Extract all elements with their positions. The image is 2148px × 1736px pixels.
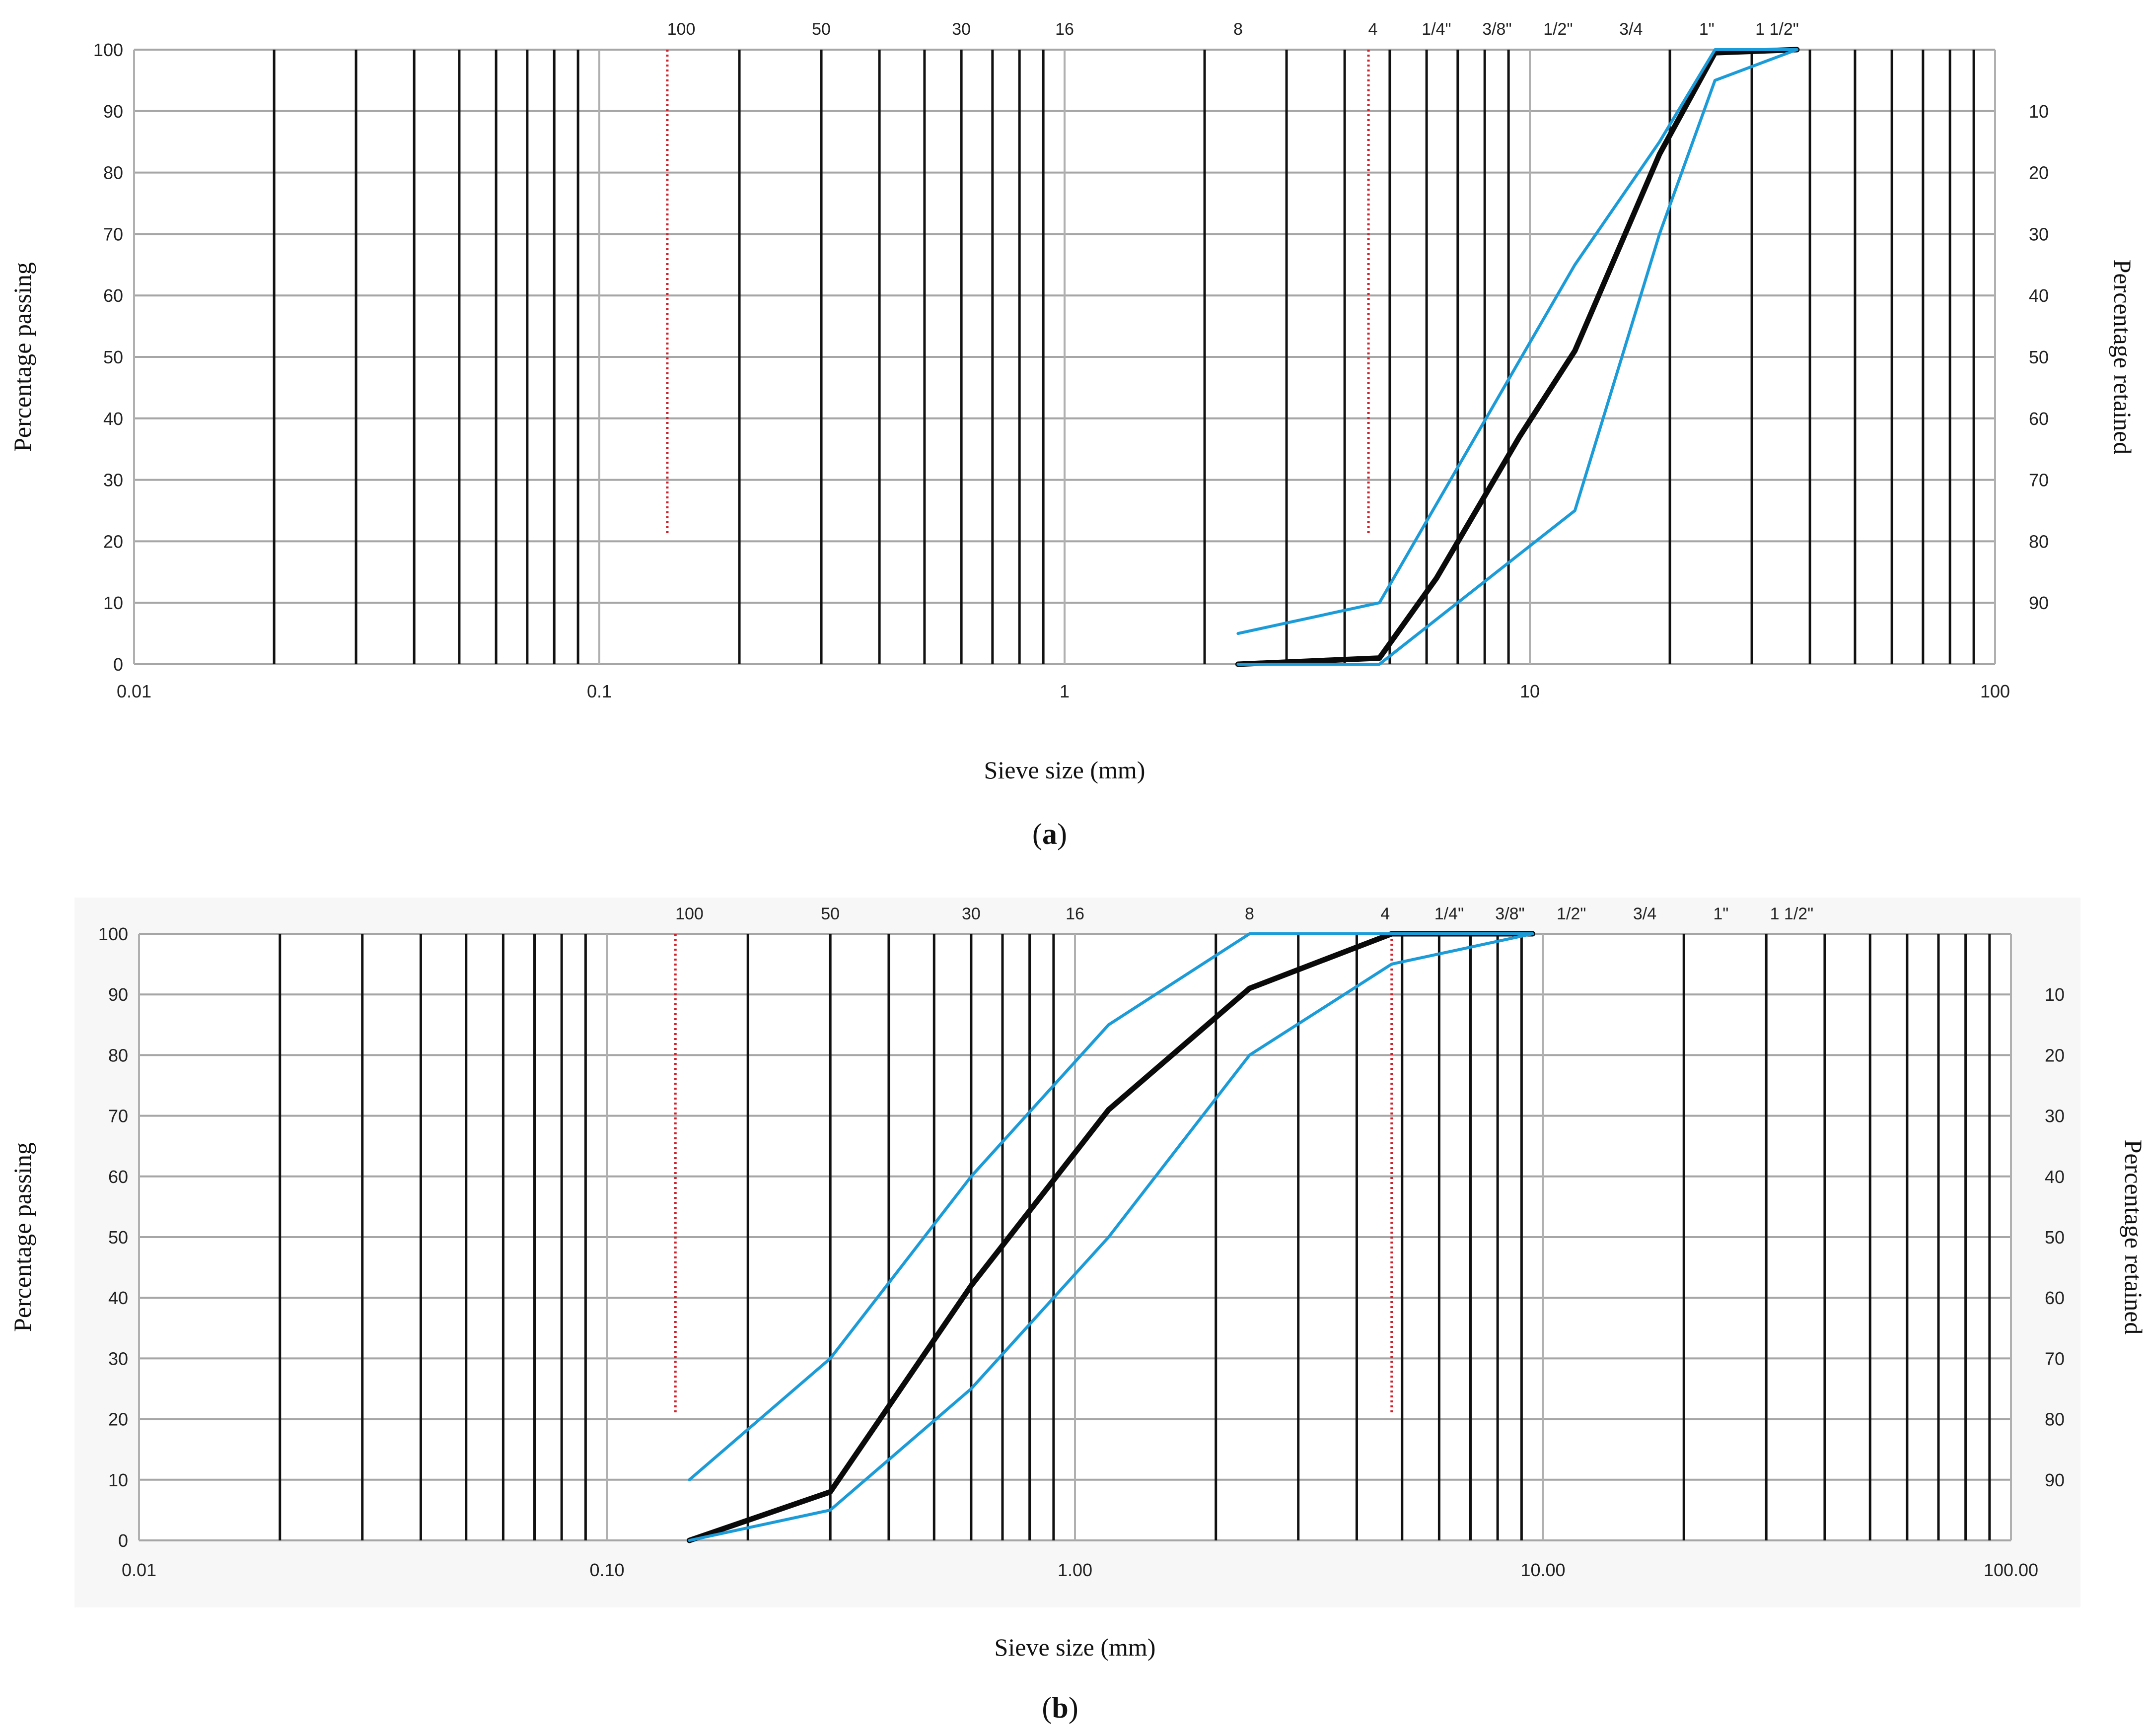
sieve-label: 1/2"	[1543, 20, 1573, 39]
y-tick-label: 90	[103, 101, 123, 122]
y-tick-label: 50	[103, 347, 123, 367]
sieve-label: 30	[952, 20, 971, 39]
y-tick-label: 60	[103, 285, 123, 306]
y-tick-label: 10	[103, 593, 123, 613]
panel-label-part: a	[1042, 818, 1057, 850]
y2-tick-label: 70	[2029, 470, 2049, 490]
sieve-label: 100	[675, 904, 704, 923]
x-tick-label: 0.10	[589, 1560, 624, 1580]
sieve-label: 50	[821, 904, 840, 923]
y2-tick-label: 10	[2045, 984, 2065, 1005]
y-tick-label: 0	[113, 654, 123, 675]
sieve-label: 1/4"	[1434, 904, 1464, 923]
sieve-label: 3/4	[1633, 904, 1656, 923]
sieve-label: 100	[667, 20, 696, 39]
y2-tick-label: 40	[2045, 1167, 2065, 1187]
y-tick-label: 30	[103, 470, 123, 490]
y-tick-label: 40	[103, 409, 123, 429]
sieve-label: 8	[1245, 904, 1254, 923]
panel-label: (a)	[1032, 818, 1067, 850]
sieve-label: 1"	[1713, 904, 1728, 923]
y-tick-label: 100	[93, 40, 123, 60]
x-tick-label: 0.1	[587, 681, 612, 701]
panel-label: (b)	[1042, 1691, 1078, 1724]
y-tick-label: 50	[108, 1227, 128, 1248]
y-tick-label: 70	[108, 1106, 128, 1126]
sieve-label: 3/4	[1619, 20, 1643, 39]
y-tick-label: 40	[108, 1288, 128, 1308]
y2-tick-label: 20	[2029, 163, 2049, 183]
y2-tick-label: 80	[2045, 1409, 2065, 1430]
y-tick-label: 60	[108, 1167, 128, 1187]
y-tick-label: 20	[103, 531, 123, 552]
y-tick-label: 10	[108, 1470, 128, 1490]
y-tick-label: 80	[108, 1045, 128, 1065]
panel-label-part: b	[1052, 1691, 1068, 1724]
sieve-label: 3/8"	[1495, 904, 1524, 923]
y2-tick-label: 30	[2029, 224, 2049, 244]
y2-tick-label: 60	[2029, 409, 2049, 429]
sieve-label: 8	[1233, 20, 1243, 39]
y2-tick-label: 30	[2045, 1106, 2065, 1126]
y2-tick-label: 70	[2045, 1348, 2065, 1369]
series-line-lower-limit	[688, 932, 1534, 1542]
y2-tick-label: 10	[2029, 101, 2049, 122]
sieve-label: 1 1/2"	[1755, 20, 1799, 39]
x-tick-label: 100	[1980, 681, 2010, 701]
x-tick-label: 1	[1060, 681, 1070, 701]
y2-tick-label: 50	[2045, 1227, 2065, 1248]
y-tick-label: 0	[118, 1530, 128, 1551]
y-tick-label: 90	[108, 984, 128, 1005]
panel-label-part: )	[1069, 1691, 1078, 1724]
sieve-label: 1 1/2"	[1770, 904, 1814, 923]
sieve-label: 16	[1055, 20, 1074, 39]
x-tick-label: 100.00	[1984, 1560, 2038, 1580]
y2-tick-label: 60	[2045, 1288, 2065, 1308]
chart-panel-a: 0 10 20 30 40 50 60 70 80 90 100 10 20 30 40 50 60 70 80 90…	[8, 20, 2137, 850]
sieve-label: 4	[1380, 904, 1390, 923]
x-axis-title: Sieve size (mm)	[984, 756, 1146, 784]
y-tick-label: 70	[103, 224, 123, 244]
y-axis-title: Percentage passing	[8, 262, 36, 452]
y2-tick-label: 90	[2029, 593, 2049, 613]
series-line-mean	[1235, 47, 1800, 667]
sieve-label: 1"	[1699, 20, 1715, 39]
chart-panel-b: 0 10 20 30 40 50 60 70 80 90 100 10 20 30 40 50 60 70 80 90…	[8, 898, 2148, 1724]
sieve-label: 50	[812, 20, 831, 39]
x-axis-title: Sieve size (mm)	[995, 1633, 1156, 1661]
sieve-label: 16	[1066, 904, 1084, 923]
sieve-label: 4	[1368, 20, 1378, 39]
y-tick-label: 100	[98, 924, 128, 944]
y2-tick-label: 50	[2029, 347, 2049, 367]
x-tick-label: 1.00	[1058, 1560, 1092, 1580]
y-tick-label: 30	[108, 1348, 128, 1369]
panel-label-part: )	[1057, 818, 1067, 850]
series-line-upper-limit	[1236, 48, 1798, 635]
y-tick-label: 80	[103, 163, 123, 183]
x-tick-label: 0.01	[122, 1560, 156, 1580]
y2-axis-title: Percentage retained	[2120, 1140, 2148, 1335]
x-tick-label: 10	[1520, 681, 1540, 701]
series-line-lower-limit	[1236, 48, 1798, 666]
sieve-label: 3/8"	[1482, 20, 1511, 39]
panel-label-part: (	[1042, 1691, 1052, 1724]
y2-tick-label: 90	[2045, 1470, 2065, 1490]
series-line-upper-limit	[688, 932, 1534, 1481]
y2-tick-label: 20	[2045, 1045, 2065, 1065]
y2-tick-label: 80	[2029, 531, 2049, 552]
sieve-label: 1/2"	[1557, 904, 1586, 923]
y-tick-label: 20	[108, 1409, 128, 1430]
x-tick-label: 10.00	[1520, 1560, 1565, 1580]
x-tick-label: 0.01	[117, 681, 151, 701]
y2-axis-title: Percentage retained	[2109, 260, 2137, 455]
sieve-label: 30	[962, 904, 981, 923]
y-axis-title: Percentage passing	[8, 1142, 36, 1332]
sieve-label: 1/4"	[1422, 20, 1451, 39]
y2-tick-label: 40	[2029, 285, 2049, 306]
panel-label-part: (	[1032, 818, 1042, 850]
